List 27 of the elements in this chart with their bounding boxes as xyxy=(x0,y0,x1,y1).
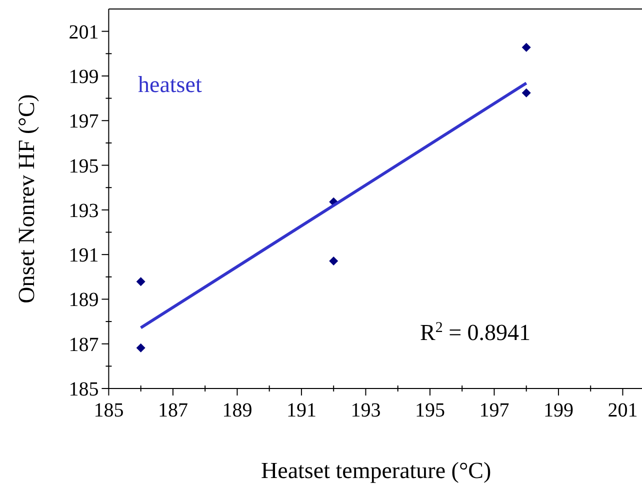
x-tick-label: 195 xyxy=(414,400,445,422)
point xyxy=(136,277,146,286)
y-tick-label: 187 xyxy=(68,334,99,356)
y-tick-label: 193 xyxy=(68,200,99,222)
x-tick-label: 199 xyxy=(543,400,574,422)
point xyxy=(329,256,338,266)
annotation: R$^{2}$ = 0.8941 xyxy=(420,320,531,345)
y-axis-title: Onset Nonrev HF (°C) xyxy=(14,94,39,304)
point xyxy=(136,343,146,352)
x-axis-title: Heatset temperature (°C) xyxy=(261,458,492,483)
y-tick-label: 191 xyxy=(68,244,99,267)
point xyxy=(522,42,531,52)
annotation: heatset xyxy=(138,72,202,97)
x-tick-label: 197 xyxy=(479,400,510,422)
y-tick-label: 197 xyxy=(68,110,99,133)
x-tick-label: 187 xyxy=(158,400,188,422)
x-tick-label: 189 xyxy=(222,400,252,422)
x-tick-label: 191 xyxy=(286,400,316,422)
x-tick-label: 185 xyxy=(94,400,124,422)
y-tick-label: 189 xyxy=(68,289,99,312)
x-tick-label: 201 xyxy=(608,400,638,422)
y-tick-label: 201 xyxy=(68,21,99,44)
y-tick-label: 185 xyxy=(68,378,99,400)
y-tick-label: 195 xyxy=(68,155,99,178)
point xyxy=(522,88,531,98)
y-tick-label: 199 xyxy=(68,66,99,88)
x-tick-label: 193 xyxy=(350,400,381,422)
